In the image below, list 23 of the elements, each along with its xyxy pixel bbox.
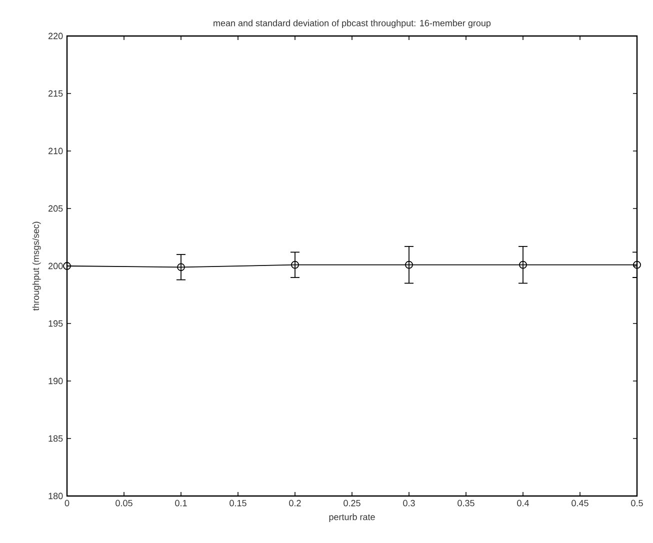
y-tick-label: 180 xyxy=(48,492,63,500)
y-tick-label: 200 xyxy=(48,262,63,270)
x-axis-title: perturb rate xyxy=(329,514,375,522)
x-tick-label: 0 xyxy=(64,500,70,506)
y-tick-label: 215 xyxy=(48,90,63,97)
x-tick-label: 0.5 xyxy=(631,500,643,506)
y-tick-label: 220 xyxy=(48,32,63,40)
x-tick-label: 0.15 xyxy=(230,500,246,506)
x-tick-label: 0.25 xyxy=(344,500,360,506)
y-axis-title: throughput (msgs/sec) xyxy=(32,222,41,311)
x-tick-label: 0.1 xyxy=(175,500,187,506)
y-tick-label: 205 xyxy=(48,205,63,212)
x-tick-label: 0.2 xyxy=(289,500,301,506)
x-tick-label: 0.4 xyxy=(517,500,529,506)
x-tick-label: 0.05 xyxy=(116,500,132,506)
chart-title: mean and standard deviation of pbcast throughput: 16-member group xyxy=(214,20,491,28)
x-tick-label: 0.3 xyxy=(403,500,415,506)
x-tick-label: 0.35 xyxy=(458,500,474,506)
y-tick-label: 195 xyxy=(48,320,63,327)
y-tick-label: 185 xyxy=(48,435,63,442)
x-tick-label: 0.45 xyxy=(572,500,588,506)
y-tick-label: 190 xyxy=(48,378,63,384)
y-tick-label: 210 xyxy=(48,148,63,154)
